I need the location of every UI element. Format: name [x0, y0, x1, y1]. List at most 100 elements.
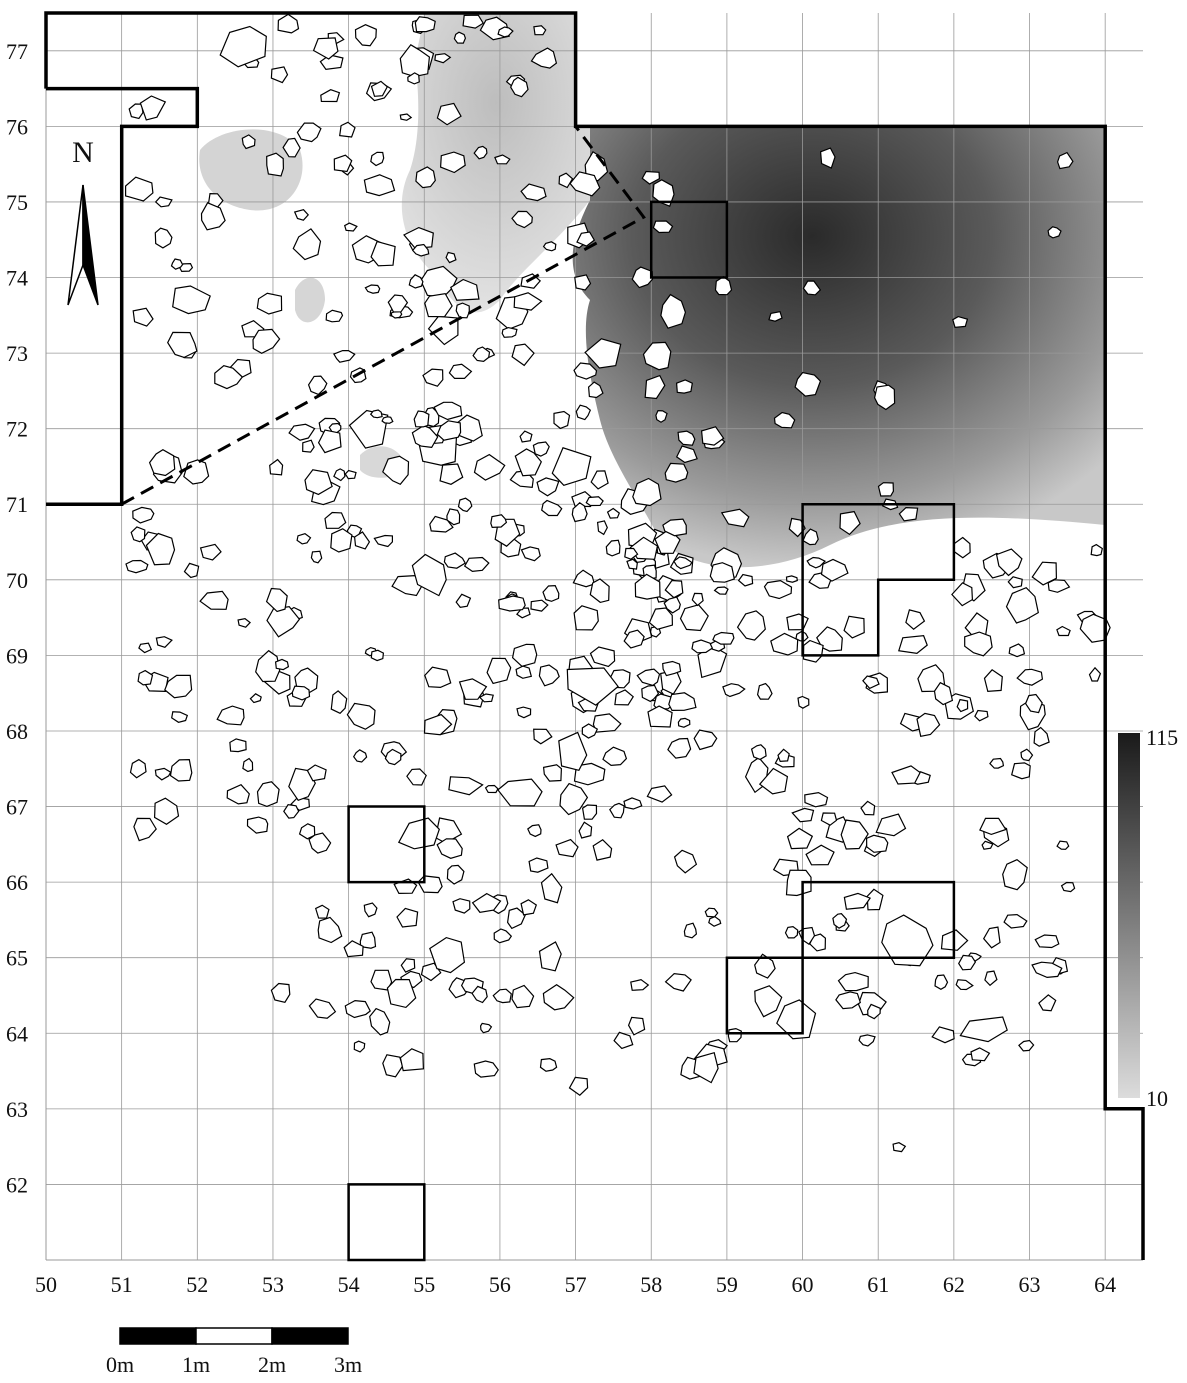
stone: [334, 469, 345, 481]
stone: [798, 697, 809, 709]
y-tick-label: 68: [6, 719, 28, 744]
stone: [220, 27, 266, 67]
stone: [318, 917, 342, 942]
x-tick-label: 56: [489, 1272, 511, 1297]
stone: [295, 210, 309, 221]
stone: [139, 643, 151, 653]
stone: [529, 858, 548, 872]
y-tick-label: 62: [6, 1172, 28, 1197]
stone: [692, 593, 703, 605]
stone: [710, 563, 734, 583]
stone: [879, 483, 894, 496]
north-label: N: [72, 136, 94, 169]
scale-segment: [196, 1328, 272, 1344]
legend-min: 10: [1146, 1086, 1168, 1111]
stone: [267, 153, 284, 176]
stone: [453, 899, 470, 913]
scale-segment: [120, 1328, 196, 1344]
stone: [876, 814, 905, 836]
stone: [906, 610, 925, 629]
stone: [552, 448, 591, 486]
scale-label: 2m: [258, 1352, 286, 1377]
stone: [365, 285, 379, 293]
stone: [156, 637, 172, 648]
stone: [516, 666, 531, 678]
stone: [325, 513, 346, 529]
stone: [629, 1017, 645, 1034]
stone: [787, 614, 808, 630]
stone: [447, 865, 464, 884]
stone: [893, 1143, 905, 1152]
stone: [694, 730, 717, 749]
stone: [345, 223, 357, 231]
stone: [771, 633, 798, 655]
stone: [512, 344, 534, 365]
x-tick-label: 61: [867, 1272, 889, 1297]
stone: [709, 917, 721, 927]
stone: [792, 808, 813, 821]
stone: [705, 908, 717, 917]
stone: [576, 405, 590, 419]
stone: [520, 431, 532, 442]
stone: [399, 818, 440, 849]
stone: [271, 67, 287, 83]
legend-bar: [1118, 733, 1140, 1098]
stone: [173, 286, 211, 314]
stone: [1091, 545, 1102, 556]
stone: [542, 874, 562, 903]
stone: [133, 507, 154, 523]
stone: [1012, 763, 1030, 779]
stone: [953, 317, 968, 328]
stone: [494, 929, 511, 943]
stone: [541, 1059, 557, 1072]
stone: [975, 711, 988, 721]
stone: [544, 765, 562, 781]
stone: [271, 984, 289, 1003]
stone: [356, 25, 377, 46]
stone: [932, 1027, 954, 1043]
stone: [1062, 883, 1075, 892]
stone: [899, 636, 927, 654]
stone: [765, 581, 792, 599]
stone: [586, 497, 603, 506]
stone: [334, 351, 355, 363]
stone: [131, 527, 145, 542]
stone: [1048, 580, 1069, 593]
stone: [867, 835, 888, 852]
stone: [608, 509, 620, 519]
stone: [598, 521, 608, 535]
stone: [723, 684, 745, 697]
x-tick-label: 54: [338, 1272, 360, 1297]
stone: [965, 632, 992, 656]
stone: [498, 779, 542, 806]
x-tick-label: 52: [186, 1272, 208, 1297]
stone: [321, 90, 340, 102]
stone: [370, 1009, 390, 1035]
stone: [364, 903, 377, 917]
stone: [666, 974, 692, 991]
stone: [449, 777, 483, 795]
stone: [150, 450, 175, 476]
stone: [738, 611, 766, 640]
stone: [574, 606, 598, 630]
stone: [133, 308, 153, 326]
stone: [844, 893, 870, 909]
stone: [556, 840, 578, 857]
legend-max: 115: [1146, 725, 1178, 750]
stone: [172, 712, 188, 723]
stone: [257, 293, 281, 314]
stone: [534, 729, 552, 744]
stone: [755, 986, 782, 1017]
stone: [456, 303, 469, 318]
stone: [610, 803, 624, 817]
stone: [185, 563, 199, 577]
stone: [971, 1048, 989, 1061]
stone: [836, 992, 860, 1009]
stone: [542, 501, 562, 516]
scale-label: 1m: [182, 1352, 210, 1377]
stone: [1034, 728, 1049, 747]
stone: [677, 380, 693, 393]
stone: [401, 959, 414, 972]
y-tick-label: 70: [6, 568, 28, 593]
stone: [573, 570, 594, 587]
